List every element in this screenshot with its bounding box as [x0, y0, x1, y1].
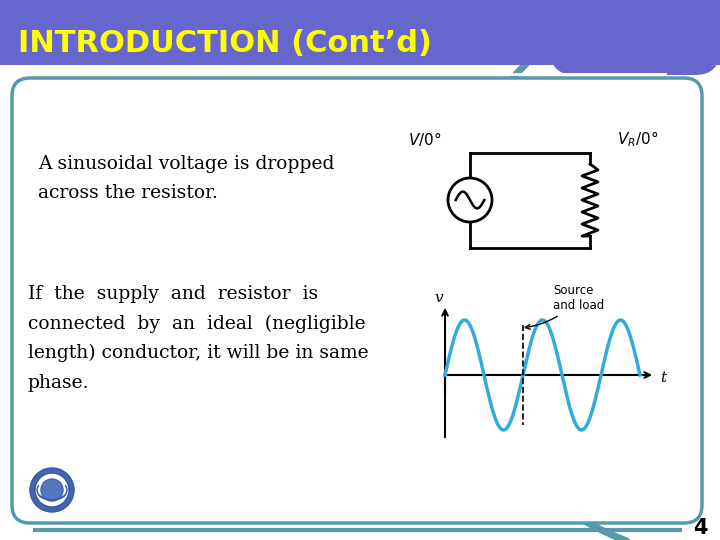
Text: INTRODUCTION (Cont’d): INTRODUCTION (Cont’d) [18, 30, 432, 58]
Text: v: v [435, 291, 444, 305]
Circle shape [448, 178, 492, 222]
Circle shape [35, 473, 69, 507]
FancyBboxPatch shape [12, 78, 702, 523]
Text: $V/0°$: $V/0°$ [408, 130, 442, 147]
Bar [0, 0, 720, 65]
FancyBboxPatch shape [0, 0, 680, 65]
Text: A sinusoidal voltage is dropped
across the resistor.: A sinusoidal voltage is dropped across t… [38, 155, 334, 202]
Circle shape [30, 468, 74, 512]
Text: Source
and load: Source and load [526, 284, 604, 329]
Text: $V_R/0°$: $V_R/0°$ [617, 130, 659, 149]
FancyBboxPatch shape [550, 0, 720, 75]
Text: t: t [660, 371, 666, 385]
Circle shape [41, 479, 63, 501]
Text: If  the  supply  and  resistor  is
connected  by  an  ideal  (negligible
length): If the supply and resistor is connected … [28, 285, 369, 392]
Text: 4: 4 [693, 518, 707, 538]
